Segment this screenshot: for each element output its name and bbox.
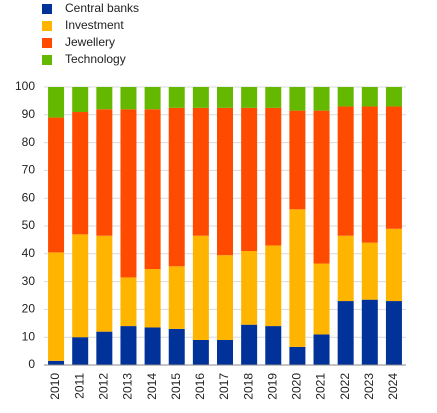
bar-segment [144,87,161,110]
legend-label: Central banks [65,1,139,15]
bar-segment [217,107,233,256]
y-tick-label: 60 [22,190,36,204]
x-tick-label: 2019 [265,373,279,400]
bar-segment [96,235,113,332]
x-tick-label: 2012 [97,373,111,400]
y-tick-label: 50 [22,218,36,232]
bar-segment [289,87,306,111]
x-tick-label: 2021 [314,373,328,400]
bar-segment [361,299,378,365]
bar-segment [192,339,209,365]
y-tick-label: 80 [22,135,36,149]
bar-segment [48,252,65,361]
y-tick-label: 10 [22,329,36,343]
bar-segment [168,107,185,267]
legend-swatch [42,55,52,65]
bar-segment [144,109,161,270]
bar-segment [289,209,306,347]
x-tick-label: 2013 [121,373,135,400]
bar-segment [361,242,378,300]
bar-segment [265,245,282,327]
bar-segment [144,269,161,328]
bar-segment [241,251,258,325]
x-tick-label: 2010 [48,373,62,400]
bar-segment [385,106,402,229]
bar-segment [48,87,65,118]
bar-segment [48,117,65,253]
bar-segment [289,346,306,365]
bar-segment [72,234,89,338]
bar-segment [72,112,89,235]
bar-segment [168,328,185,365]
y-tick-label: 40 [22,246,36,260]
bar-segment [72,87,89,113]
x-tick-label: 2022 [338,373,352,400]
bar-segment [96,87,113,110]
bar-segment [96,109,113,236]
bar-segment [361,87,378,107]
bar-segment [313,87,330,111]
bar-segment [217,255,233,340]
bar-segment [192,87,209,108]
bar-segment [168,87,185,108]
legend-label: Investment [65,18,124,32]
bar-segment [313,110,330,264]
x-tick-label: 2014 [145,373,159,400]
bar-segment [241,87,258,108]
legend-label: Jewellery [65,35,115,49]
x-tick-label: 2024 [386,373,400,400]
bar-segment [337,301,354,365]
x-tick-label: 2015 [169,373,183,400]
legend-swatch [42,21,52,31]
bar-segment [265,87,282,108]
y-tick-label: 20 [22,302,36,316]
legend-swatch [42,4,52,14]
bar-segment [385,301,402,365]
y-tick-label: 0 [28,357,35,371]
bar-segment [385,87,402,107]
bar-segment [120,326,137,365]
bar-segment [192,107,209,236]
legend-label: Technology [65,52,126,66]
y-tick-label: 70 [22,163,36,177]
bar-segment [337,106,354,236]
bar-segment [120,277,137,327]
bar-segment [265,326,282,365]
x-tick-label: 2018 [241,373,255,400]
x-tick-label: 2023 [362,373,376,400]
bar-segment [217,339,233,365]
x-tick-label: 2011 [72,373,86,399]
bar-segment [48,360,65,365]
bar-segment [241,107,258,252]
bar-segment [192,235,209,340]
x-tick-label: 2016 [193,373,207,400]
bar-segment [72,337,89,365]
x-tick-label: 2020 [290,373,304,400]
bar-segment [120,87,137,110]
y-tick-label: 90 [22,107,36,121]
bar-segment [96,331,113,365]
y-tick-label: 100 [15,79,35,93]
bar-segment [168,266,185,329]
bar-segment [217,87,233,108]
bar-segment [361,106,378,243]
bar-segment [265,107,282,246]
bar-segment [120,109,137,278]
bar-segment [337,235,354,302]
x-tick-label: 2017 [217,373,231,400]
y-tick-label: 30 [22,274,36,288]
bar-segment [289,110,306,210]
legend-swatch [42,38,52,48]
bar-segment [144,327,161,365]
bar-segment [313,263,330,335]
bar-segment [313,334,330,365]
bar-segment [241,324,258,365]
bar-segment [337,87,354,107]
bar-segment [385,228,402,302]
